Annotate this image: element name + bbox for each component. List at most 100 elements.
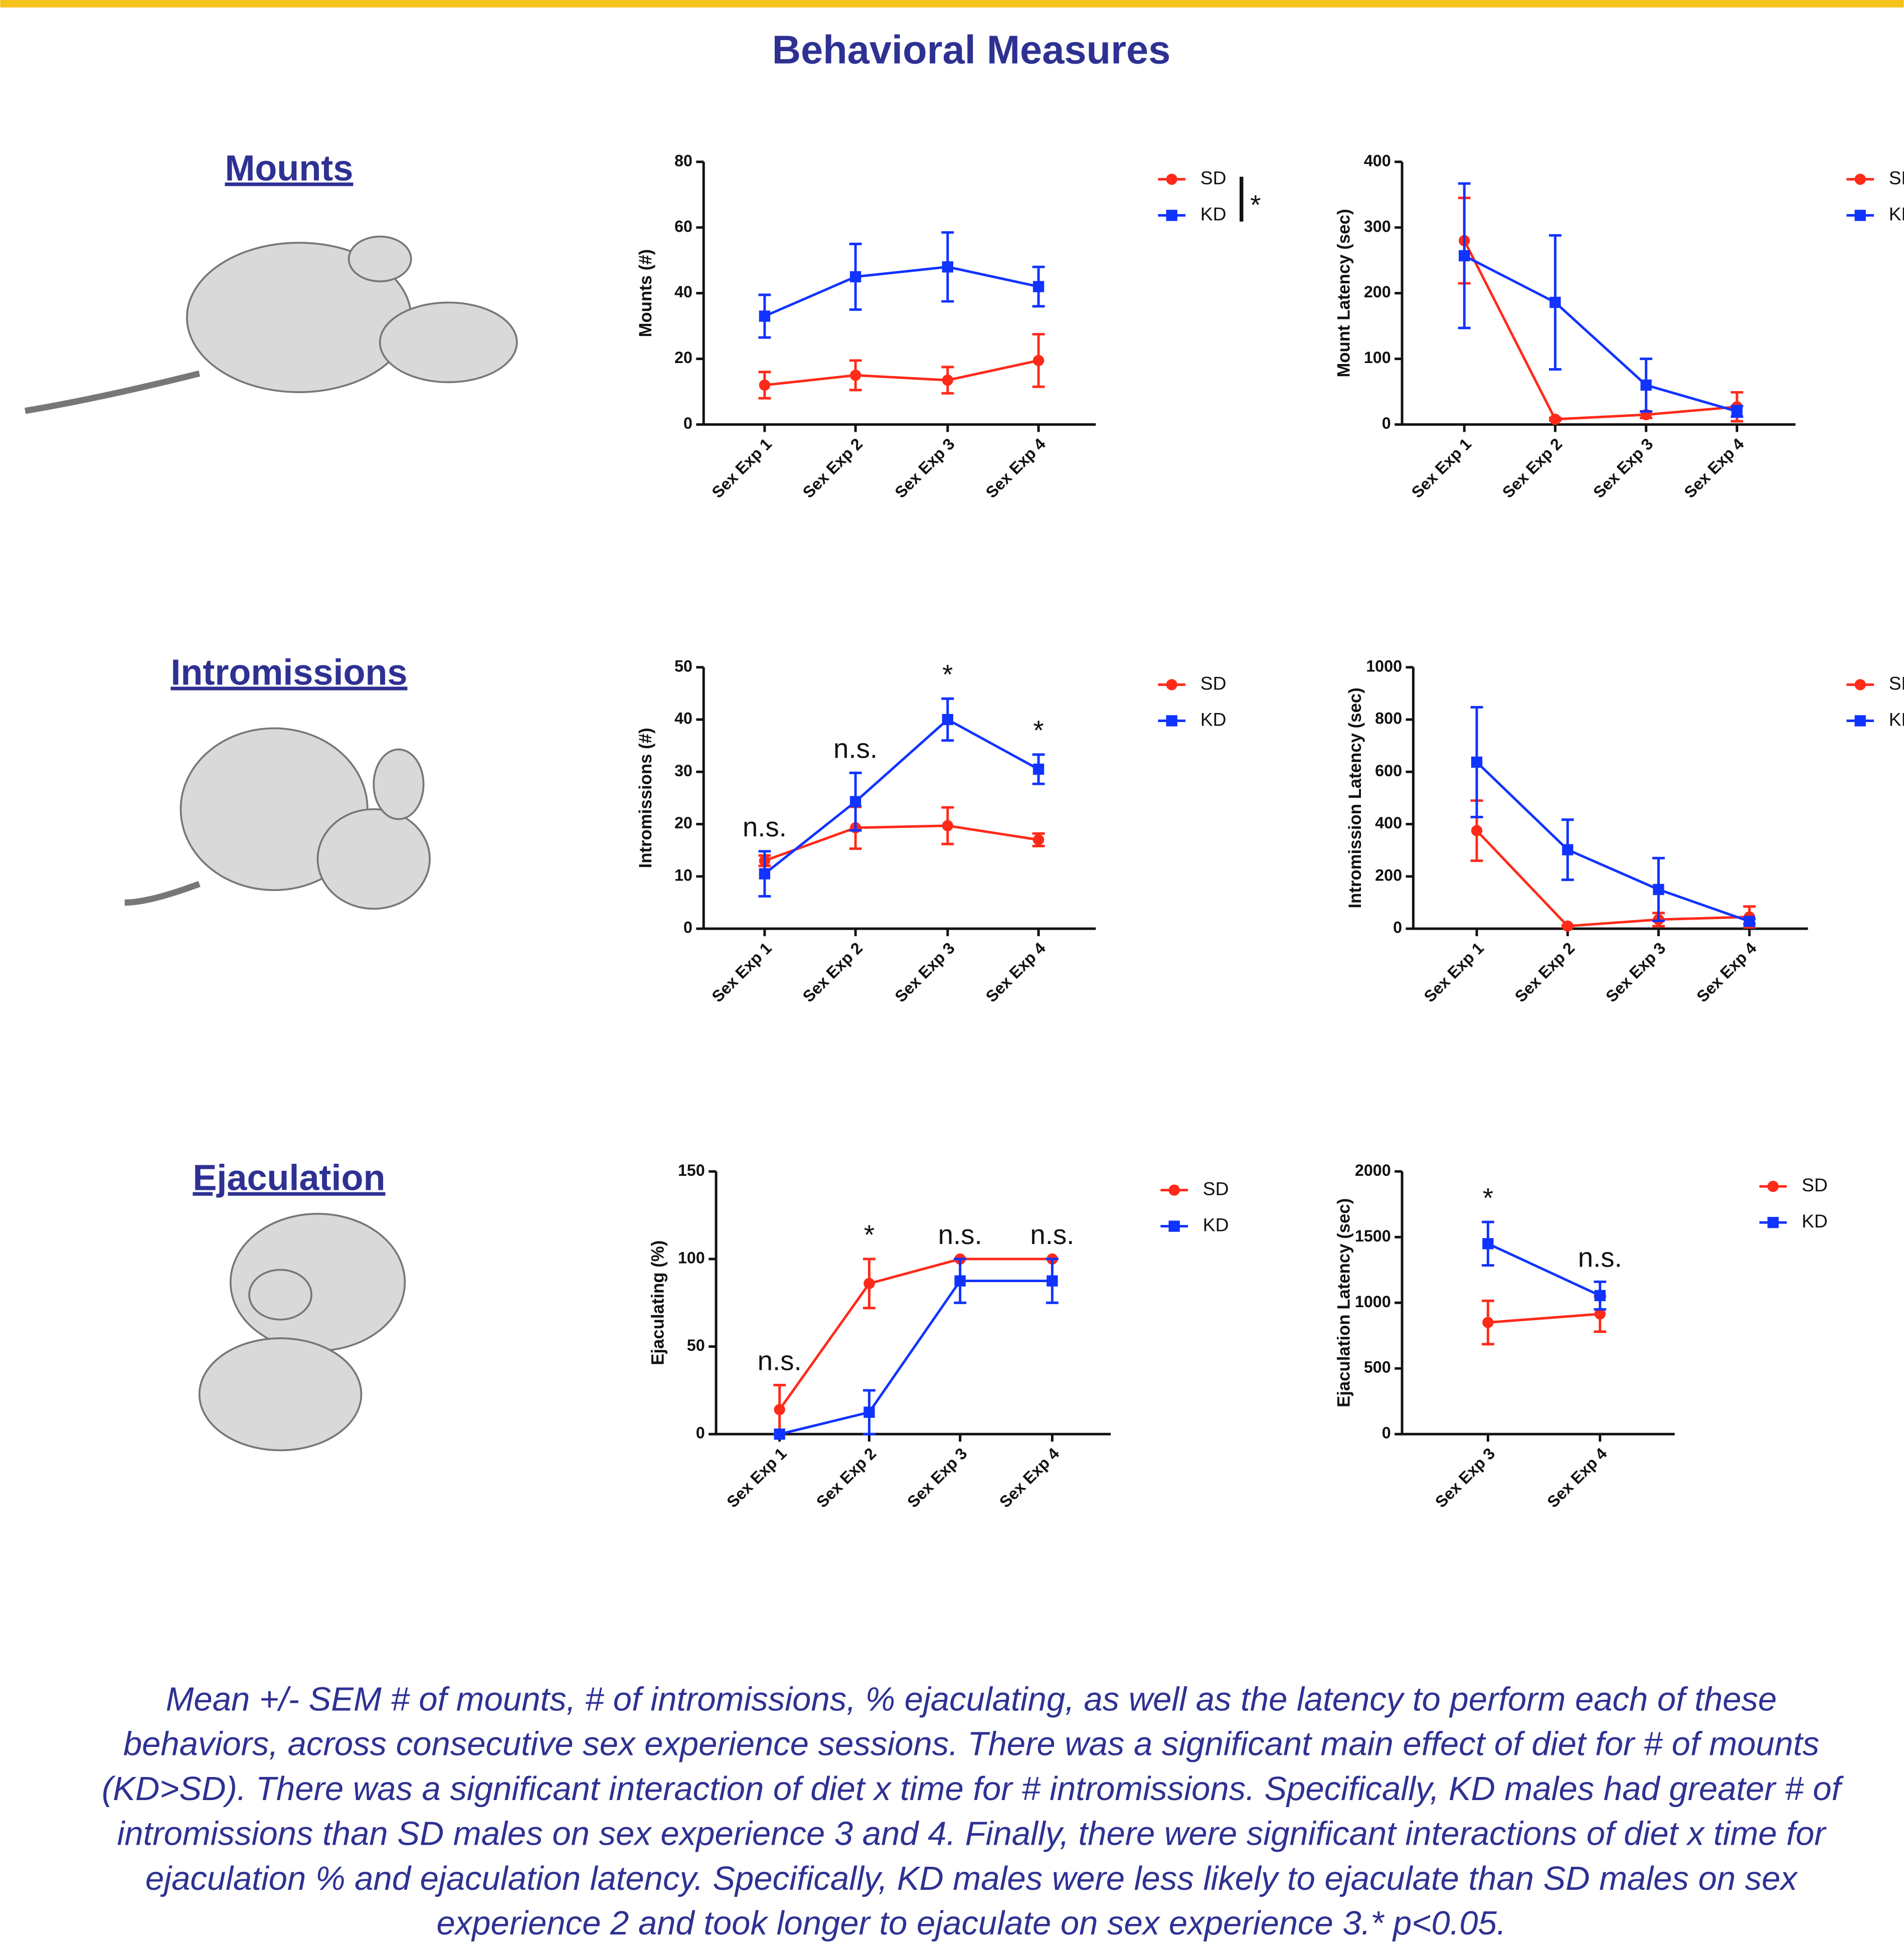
y-tick-label: 1000 (1366, 657, 1402, 675)
series-line (1488, 1313, 1600, 1324)
y-tick-label: 0 (1382, 1424, 1391, 1442)
y-axis-label: Ejaculating (%) (649, 1240, 668, 1365)
x-tick-label: Sex Exp 2 (813, 1444, 880, 1511)
significance-label: * (1250, 190, 1261, 220)
y-axis-label: Mounts (#) (636, 249, 655, 337)
x-tick-label: Sex Exp 3 (1590, 435, 1656, 501)
x-tick-label: Sex Exp 2 (1511, 939, 1578, 1005)
y-tick-label: 0 (683, 414, 693, 432)
y-axis-label: Intromissions (#) (636, 728, 655, 868)
legend-label: KD (1200, 708, 1227, 730)
annotation: n.s. (1578, 1243, 1622, 1273)
series-line (779, 1280, 1053, 1436)
y-tick-label: 0 (1382, 414, 1391, 432)
y-tick-label: 800 (1375, 709, 1402, 728)
y-tick-label: 200 (1364, 283, 1391, 301)
marker (774, 1404, 785, 1415)
x-tick-label: Sex Exp 4 (1681, 435, 1748, 501)
y-tick-label: 600 (1375, 762, 1402, 780)
annotation: n.s. (758, 1346, 802, 1376)
annotation: n.s. (833, 734, 878, 764)
x-tick-label: Sex Exp 4 (1693, 939, 1760, 1005)
marker (774, 1428, 785, 1440)
legend-label: SD (1889, 672, 1904, 693)
x-tick-label: Sex Exp 3 (1602, 939, 1669, 1005)
legend-label: SD (1889, 167, 1904, 188)
marker (863, 1406, 875, 1418)
x-tick-label: Sex Exp 1 (708, 435, 775, 501)
y-tick-label: 0 (696, 1424, 705, 1442)
annotation: n.s. (743, 812, 787, 842)
marker (759, 379, 771, 391)
marker (1482, 1317, 1494, 1328)
chart: 0 100 200 300 400 Mount Latency (sec) Sex Exp … (1335, 151, 1904, 501)
marker (1854, 173, 1866, 185)
y-tick-label: 400 (1364, 151, 1391, 169)
marker (954, 1275, 966, 1287)
marker (1166, 679, 1177, 690)
series-line (1464, 254, 1738, 413)
marker (942, 714, 953, 726)
chart: 0 50 100 150 Ejaculating (%) Sex Exp 1 Sex Exp… (649, 1161, 1229, 1511)
annotation: n.s. (938, 1219, 982, 1250)
marker (1562, 844, 1574, 855)
annotation: n.s. (1030, 1219, 1074, 1250)
marker (849, 796, 861, 807)
marker (942, 261, 953, 273)
y-tick-label: 50 (687, 1336, 705, 1354)
y-tick-label: 200 (1375, 866, 1402, 884)
rat-illustration (25, 235, 518, 414)
annotation: * (942, 659, 953, 690)
rat-illustration (198, 1212, 406, 1452)
y-tick-label: 60 (674, 217, 693, 235)
marker (759, 310, 771, 322)
legend-label: SD (1200, 167, 1227, 188)
marker (942, 820, 953, 831)
marker (1640, 379, 1652, 391)
marker (1166, 173, 1177, 185)
y-axis-label: Intromission Latency (sec) (1346, 687, 1365, 908)
annotation: * (1483, 1182, 1493, 1213)
series-line (778, 1258, 1053, 1410)
marker (1471, 825, 1483, 836)
marker (1767, 1180, 1779, 1192)
x-tick-label: Sex Exp 1 (723, 1444, 790, 1511)
chart: 0 10 20 30 40 50 Intromissions (#) Sex Exp 1 Sex… (636, 657, 1227, 1005)
y-tick-label: 150 (678, 1161, 705, 1179)
marker (759, 868, 771, 879)
legend-label: KD (1203, 1214, 1229, 1235)
marker (1549, 413, 1561, 425)
y-tick-label: 100 (1364, 348, 1391, 367)
caption-line: (KD>SD). There was a significant interac… (102, 1770, 1844, 1808)
marker (1471, 756, 1483, 768)
top-bar (0, 0, 1904, 8)
rat-illustration (124, 727, 431, 910)
y-tick-label: 300 (1364, 217, 1391, 235)
marker (1549, 296, 1561, 308)
marker (849, 271, 861, 283)
caption-line: experience 2 and took longer to ejaculat… (437, 1904, 1506, 1942)
legend-label: KD (1200, 203, 1227, 224)
marker (1744, 916, 1755, 927)
marker (1032, 763, 1045, 775)
x-tick-label: Sex Exp 4 (982, 939, 1049, 1005)
series-line (764, 824, 1039, 862)
x-tick-label: Sex Exp 1 (1408, 435, 1475, 501)
marker (849, 370, 861, 381)
y-tick-label: 10 (674, 866, 693, 884)
y-tick-label: 20 (674, 348, 693, 367)
x-tick-label: Sex Exp 2 (799, 435, 866, 501)
y-axis-label: Mount Latency (sec) (1335, 209, 1354, 378)
y-tick-label: 2000 (1355, 1161, 1391, 1179)
y-tick-label: 40 (674, 283, 693, 301)
marker (1047, 1275, 1058, 1287)
caption-line: behaviors, across consecutive sex experi… (123, 1725, 1819, 1763)
marker (863, 1278, 875, 1289)
series-line (764, 718, 1040, 875)
caption-line: intromissions than SD males on sex exper… (117, 1815, 1827, 1852)
y-tick-label: 1500 (1355, 1227, 1391, 1245)
legend-label: KD (1802, 1210, 1828, 1231)
marker (1168, 1220, 1180, 1232)
